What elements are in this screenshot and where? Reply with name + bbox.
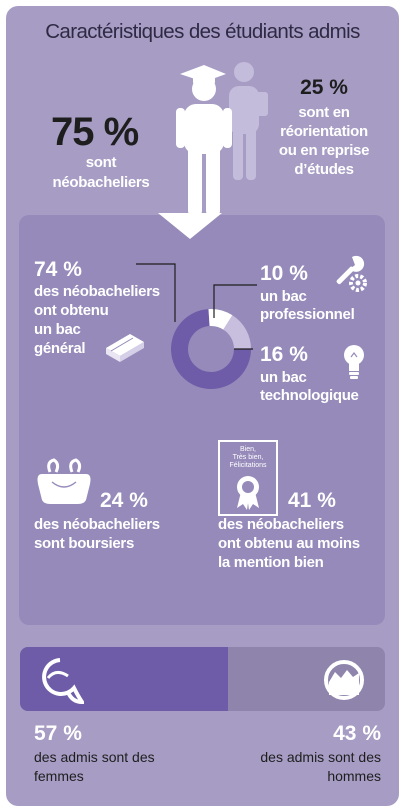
page-title: Caractéristiques des étudiants admis <box>45 20 360 43</box>
reorientation-percent: 25 % <box>300 76 348 99</box>
femmes-label-line-2: femmes <box>34 768 84 784</box>
neobacheliers-label-line-1: sont <box>85 154 117 171</box>
man-head-icon <box>324 660 364 700</box>
woman-head-icon <box>42 658 84 705</box>
boursiers-percent: 24 % <box>100 489 148 512</box>
mention-percent: 41 % <box>288 489 336 512</box>
purse-icon <box>37 458 91 504</box>
book-icon <box>106 334 144 362</box>
pointer-triangle <box>158 213 222 239</box>
student-figures-icon <box>176 62 268 216</box>
bac-general-percent: 74 % <box>34 258 82 281</box>
neobacheliers-panel <box>19 215 385 625</box>
reorientation-label-line-3: ou en reprise <box>278 142 370 159</box>
femmes-percent: 57 % <box>34 722 82 745</box>
reorientation-label-line-1: sont en <box>298 104 350 121</box>
hommes-percent: 43 % <box>333 722 381 745</box>
certificate-icon: Bien, Très bien, Félicitations <box>218 440 278 516</box>
rosette-icon <box>237 476 259 510</box>
gender-bar-women-fill <box>20 647 229 711</box>
femmes-label-line-1: des admis sont des <box>34 749 155 765</box>
returning-student-silhouette <box>229 62 268 180</box>
hommes-label-line-2: hommes <box>327 768 381 784</box>
mention-label-line-2: ont obtenu au moins <box>218 535 360 552</box>
donut-slice-general <box>171 309 251 389</box>
infographic-card: Caractéristiques des étudiants admis 75 … <box>6 6 399 806</box>
bac-pro-label-line-2: professionnel <box>260 306 355 323</box>
bac-general-label-line-4: général <box>34 340 86 357</box>
bac-pro-percent: 10 % <box>260 262 308 285</box>
boursiers-label-line-1: des néobacheliers <box>34 516 160 533</box>
bac-donut-chart <box>136 263 257 389</box>
bac-general-label-line-2: ont obtenu <box>34 302 109 319</box>
tools-icon <box>336 255 367 292</box>
certificate-line-1: Bien, <box>240 446 256 453</box>
bac-techno-percent: 16 % <box>260 343 308 366</box>
graduate-student-silhouette <box>176 65 232 216</box>
reorientation-label-line-4: d’études <box>294 161 354 178</box>
lightbulb-icon <box>344 345 364 379</box>
donut-slice-technologique <box>223 315 251 349</box>
certificate-line-3: Félicitations <box>229 462 267 469</box>
bac-general-label-line-3: un bac <box>34 321 81 338</box>
boursiers-label-line-2: sont boursiers <box>34 535 134 552</box>
leader-lines <box>136 263 257 350</box>
bac-techno-label-line-2: technologique <box>260 387 359 404</box>
bac-pro-label-line-1: un bac <box>260 288 307 305</box>
hommes-label-line-1: des admis sont des <box>260 749 381 765</box>
bac-techno-label-line-1: un bac <box>260 369 307 386</box>
certificate-text: Bien, Très bien, Félicitations <box>220 446 276 470</box>
mention-label-line-1: des néobacheliers <box>218 516 344 533</box>
certificate-line-2: Très bien, <box>232 454 264 461</box>
reorientation-label-line-2: réorientation <box>280 123 368 140</box>
neobacheliers-percent: 75 % <box>51 110 139 154</box>
mention-label-line-3: la mention bien <box>218 554 324 571</box>
bac-general-label-line-1: des néobacheliers <box>34 283 160 300</box>
neobacheliers-label-line-2: néobacheliers <box>52 174 150 191</box>
